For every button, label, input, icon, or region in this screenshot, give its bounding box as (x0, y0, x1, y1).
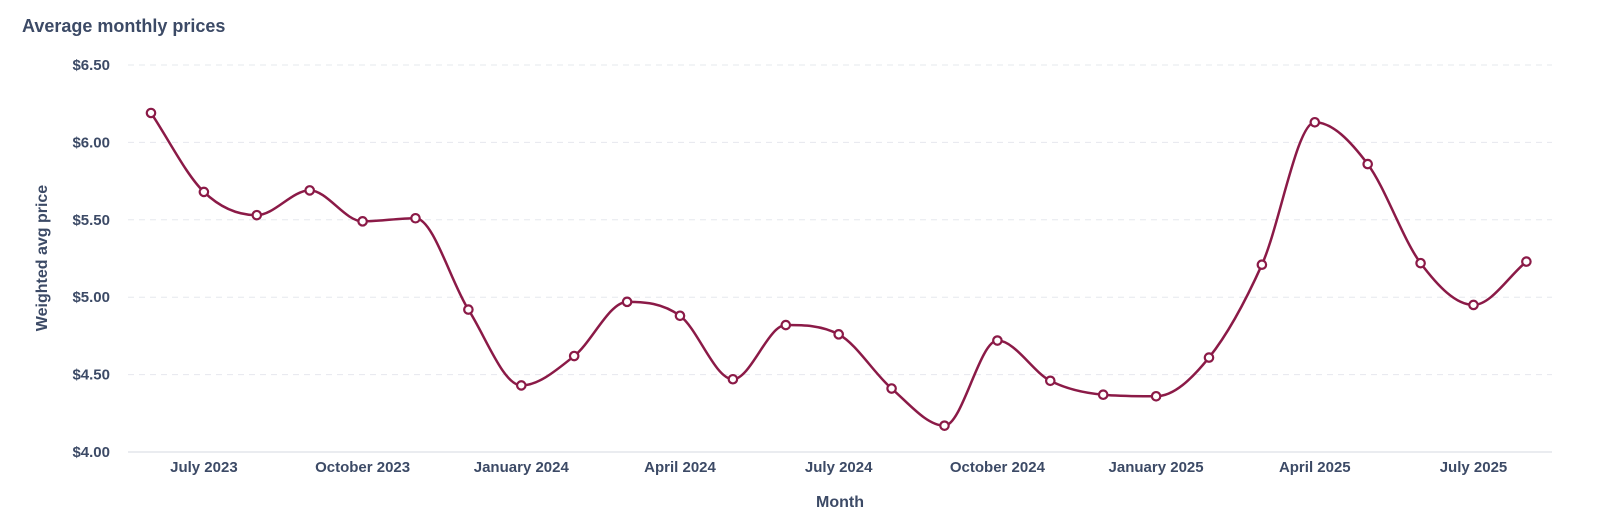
data-point[interactable] (992, 335, 1003, 346)
x-tick-label: January 2024 (474, 459, 570, 476)
y-tick-label: $6.50 (72, 57, 110, 74)
grid-lines (128, 64, 1552, 453)
data-point[interactable] (939, 420, 950, 431)
data-point[interactable] (1521, 256, 1532, 267)
data-point[interactable] (1203, 352, 1215, 363)
x-axis-label: Month (816, 494, 864, 511)
x-tick-label: July 2024 (805, 459, 873, 476)
x-tick-label: October 2024 (950, 459, 1046, 476)
y-tick-label: $5.00 (72, 289, 110, 306)
data-point[interactable] (727, 373, 739, 385)
x-tick-label: January 2025 (1109, 459, 1204, 476)
data-point[interactable] (1045, 375, 1056, 387)
data-point[interactable] (1362, 158, 1373, 170)
data-point[interactable] (568, 350, 580, 362)
y-axis-label: Weighted avg price (34, 185, 51, 332)
x-axis-ticks: July 2023 October 2023 January 2024 April 2… (170, 459, 1507, 476)
data-point[interactable] (357, 216, 368, 227)
x-tick-label: April 2024 (644, 459, 716, 476)
y-axis-ticks: $4.00 $4.50 $5.00 $5.50 $6.00 $6.50 (72, 57, 110, 461)
data-point[interactable] (145, 107, 157, 119)
y-tick-label: $4.00 (72, 444, 110, 461)
data-point[interactable] (515, 380, 527, 391)
data-point[interactable] (304, 185, 315, 196)
data-point[interactable] (1415, 257, 1426, 269)
chart-title: Average monthly prices (22, 16, 226, 36)
series-layer (149, 111, 1528, 427)
x-tick-label: April 2025 (1279, 459, 1351, 476)
y-tick-label: $6.00 (72, 134, 110, 151)
data-point[interactable] (1150, 390, 1162, 402)
x-tick-label: July 2023 (170, 459, 238, 476)
data-point[interactable] (410, 212, 421, 224)
data-point[interactable] (251, 209, 263, 221)
data-point[interactable] (833, 329, 844, 340)
data-point[interactable] (198, 186, 210, 198)
data-point[interactable] (674, 310, 686, 322)
points-layer (145, 107, 1532, 431)
data-point[interactable] (886, 383, 897, 394)
data-point[interactable] (780, 319, 792, 331)
data-point[interactable] (621, 296, 633, 308)
data-point[interactable] (463, 304, 474, 315)
data-point[interactable] (1097, 389, 1109, 401)
y-tick-label: $4.50 (72, 367, 110, 384)
price-line (149, 111, 1528, 427)
data-point[interactable] (1256, 259, 1268, 270)
y-tick-label: $5.50 (72, 212, 110, 229)
x-tick-label: July 2025 (1440, 459, 1508, 476)
x-tick-label: October 2023 (315, 459, 410, 476)
data-point[interactable] (1309, 116, 1321, 128)
data-point[interactable] (1468, 299, 1479, 311)
